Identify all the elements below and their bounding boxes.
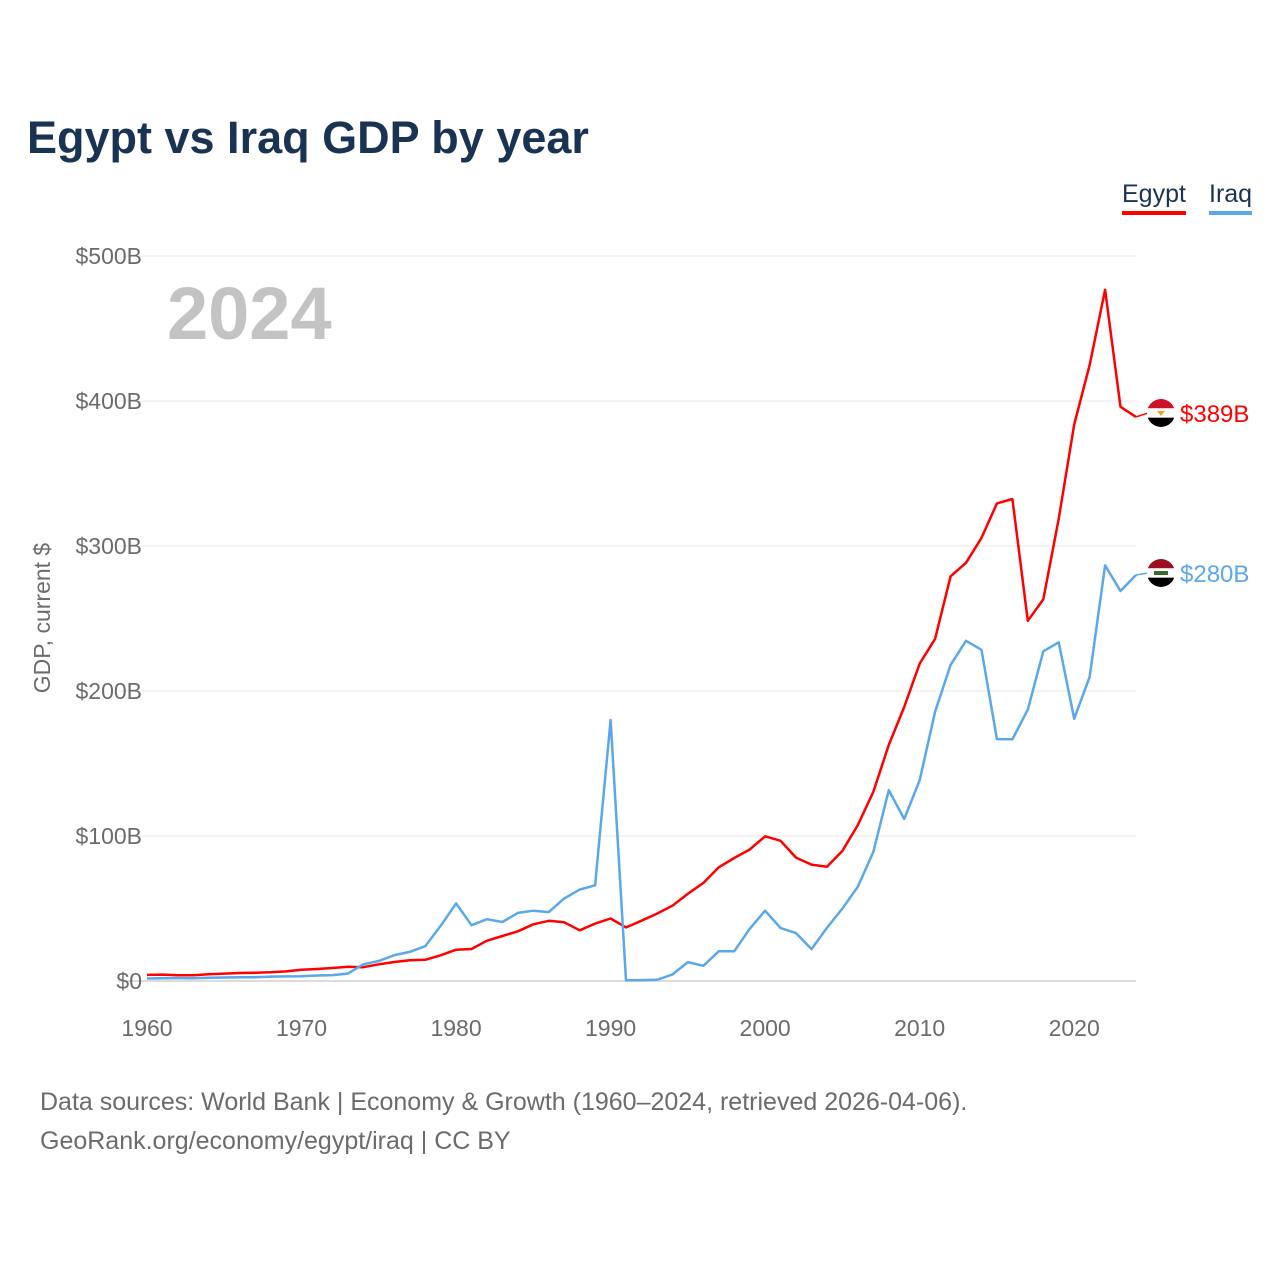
y-axis-label: GDP, current $ <box>29 543 55 694</box>
chart-title: Egypt vs Iraq GDP by year <box>27 112 589 163</box>
series-line-egypt[interactable] <box>146 288 1137 977</box>
x-tick-label: 2010 <box>894 1015 945 1041</box>
x-tick-label: 1980 <box>430 1015 481 1041</box>
end-value-label-egypt: $389B <box>1180 401 1249 428</box>
y-tick-label: $400B <box>75 388 142 414</box>
legend-egypt[interactable]: Egypt <box>1122 180 1186 215</box>
y-tick-label: $100B <box>75 823 142 849</box>
y-tick-label: $0 <box>116 968 142 994</box>
iraq-flag-icon <box>1147 559 1175 587</box>
footer-link[interactable]: GeoRank.org/economy/egypt/iraq | CC BY <box>40 1127 511 1155</box>
x-tick-label: 1960 <box>121 1015 172 1041</box>
x-tick-label: 2020 <box>1049 1015 1100 1041</box>
footer-sources: Data sources: World Bank | Economy & Gro… <box>40 1088 968 1116</box>
series-line-iraq[interactable] <box>146 564 1137 982</box>
y-tick-label: $300B <box>75 533 142 559</box>
end-value-label-iraq: $280B <box>1180 561 1249 588</box>
y-tick-label: $500B <box>75 243 142 269</box>
footer: Data sources: World Bank | Economy & Gro… <box>40 1083 967 1161</box>
current-year-label: 2024 <box>167 272 332 355</box>
egypt-flag-icon <box>1147 399 1175 427</box>
y-tick-label: $200B <box>75 678 142 704</box>
legend-iraq[interactable]: Iraq <box>1209 180 1253 215</box>
x-tick-label: 1990 <box>585 1015 636 1041</box>
x-tick-label: 1970 <box>276 1015 327 1041</box>
end-connector <box>1135 412 1149 418</box>
end-connector <box>1135 572 1149 576</box>
x-tick-label: 2000 <box>740 1015 791 1041</box>
